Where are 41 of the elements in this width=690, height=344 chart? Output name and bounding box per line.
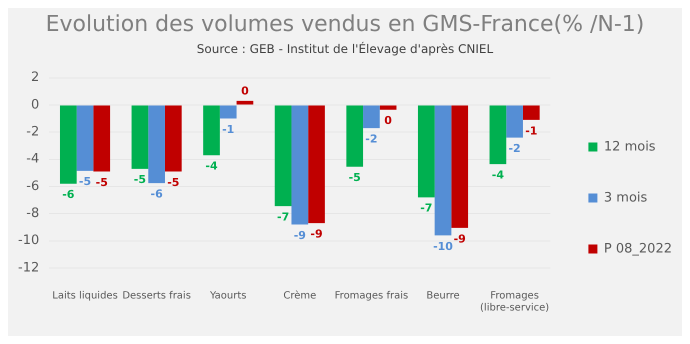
data-label: 0 [384,114,392,128]
legend-label: P 08_2022 [604,241,672,256]
y-tick-label: -4 [26,152,40,167]
y-tick-label: -6 [26,178,40,194]
data-label: -9 [454,232,466,246]
data-label: -5 [134,173,146,186]
y-tick-label: -2 [26,124,40,140]
y-tick-label: -10 [18,233,40,248]
x-tick-label: Desserts frais [122,290,191,302]
y-tick-label: -12 [18,260,40,276]
data-label: -2 [365,132,378,146]
x-tick-label: Fromages (libre-service) [480,290,550,314]
data-label: -2 [508,142,521,155]
data-label: -5 [348,171,361,184]
data-label: -4 [492,168,504,182]
chart-subtitle: Source : GEB - Institut de l'Élevage d'après CNIEL [196,42,494,58]
data-label: -9 [294,228,306,242]
y-tick-label: 2 [30,70,40,86]
x-tick-label: Beurre [426,290,460,302]
x-tick-label: Fromages frais [334,290,408,302]
legend-label: 12 mois [604,139,656,154]
data-label: -4 [205,160,218,173]
data-label: -6 [150,187,164,200]
data-label: -7 [420,202,432,215]
data-label: 0 [241,84,250,98]
data-label: -7 [276,210,290,224]
data-label: -1 [525,124,538,138]
y-tick-label: -8 [26,206,40,222]
x-tick-label: Crème [283,290,316,302]
data-label: -5 [96,176,108,189]
y-tick-label: 0 [30,97,40,112]
legend-label: 3 mois [604,190,648,206]
x-tick-label: Yaourts [208,290,247,302]
data-label: -10 [433,240,454,253]
data-label: -6 [62,188,75,202]
data-label: -5 [167,176,180,189]
x-tick-label: Laits liquides [52,290,118,302]
chart-title: Evolution des volumes vendus en GMS-France(% /N-1) [44,11,646,39]
data-label: -5 [78,175,92,188]
data-label: -9 [310,228,323,241]
data-label: -1 [222,122,234,136]
